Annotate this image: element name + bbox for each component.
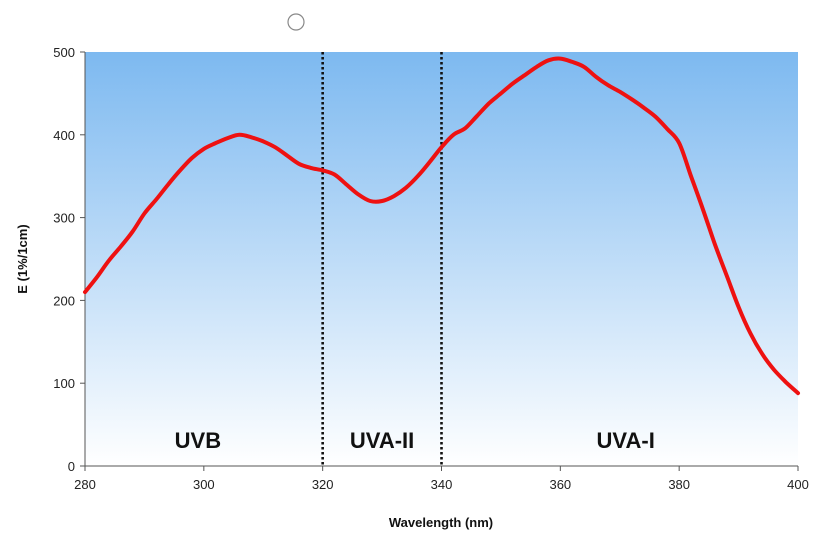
y-axis-ticks: 0 100 200 300 400 500 [53,45,85,474]
region-dividers [321,52,443,466]
x-tick-label: 380 [668,477,690,492]
region-labels: UVB UVA-II UVA-I [175,428,655,453]
region-label: UVA-II [350,428,414,453]
y-tick-label: 300 [53,211,75,226]
x-tick-label: 360 [549,477,571,492]
y-tick-label: 500 [53,45,75,60]
x-tick-label: 320 [312,477,334,492]
x-axis-title: Wavelength (nm) [389,515,493,530]
x-tick-label: 400 [787,477,809,492]
region-label: UVA-I [597,428,655,453]
x-axis-ticks: 280 300 320 340 360 380 400 [74,466,809,492]
y-tick-label: 100 [53,376,75,391]
absorbance-series-line [83,56,800,396]
series-layer [83,56,800,396]
x-tick-label: 280 [74,477,96,492]
circle-marker-icon [287,13,305,31]
x-tick-label: 300 [193,477,215,492]
x-tick-label: 340 [431,477,453,492]
y-tick-label: 400 [53,128,75,143]
y-axis-title: E (1%/1cm) [15,224,30,293]
y-tick-label: 200 [53,293,75,308]
y-tick-label: 0 [68,459,75,474]
region-label: UVB [175,428,221,453]
